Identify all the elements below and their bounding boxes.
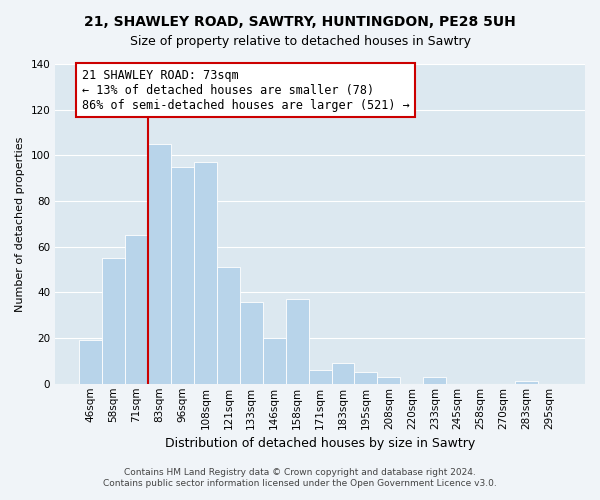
Bar xyxy=(240,302,263,384)
Bar xyxy=(423,377,446,384)
Text: 21 SHAWLEY ROAD: 73sqm
← 13% of detached houses are smaller (78)
86% of semi-det: 21 SHAWLEY ROAD: 73sqm ← 13% of detached… xyxy=(82,68,409,112)
Text: Size of property relative to detached houses in Sawtry: Size of property relative to detached ho… xyxy=(130,35,470,48)
Bar xyxy=(79,340,102,384)
Bar xyxy=(355,372,377,384)
Bar xyxy=(171,167,194,384)
Bar xyxy=(125,236,148,384)
Bar xyxy=(194,162,217,384)
Bar xyxy=(263,338,286,384)
Bar xyxy=(148,144,171,384)
Bar xyxy=(286,300,308,384)
Bar xyxy=(217,268,240,384)
Bar xyxy=(377,377,400,384)
X-axis label: Distribution of detached houses by size in Sawtry: Distribution of detached houses by size … xyxy=(165,437,475,450)
Bar xyxy=(102,258,125,384)
Text: 21, SHAWLEY ROAD, SAWTRY, HUNTINGDON, PE28 5UH: 21, SHAWLEY ROAD, SAWTRY, HUNTINGDON, PE… xyxy=(84,15,516,29)
Bar xyxy=(515,382,538,384)
Text: Contains HM Land Registry data © Crown copyright and database right 2024.
Contai: Contains HM Land Registry data © Crown c… xyxy=(103,468,497,487)
Bar xyxy=(308,370,332,384)
Y-axis label: Number of detached properties: Number of detached properties xyxy=(15,136,25,312)
Bar xyxy=(332,363,355,384)
